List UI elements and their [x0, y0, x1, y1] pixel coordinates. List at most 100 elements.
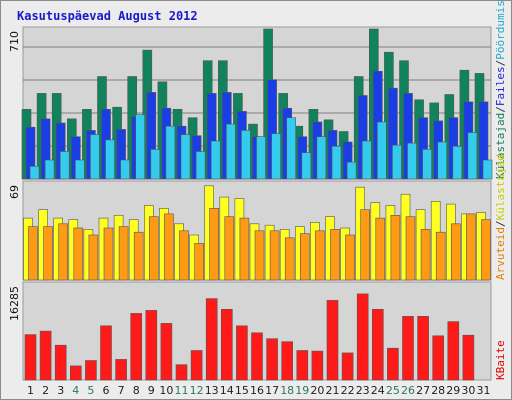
x-tick-label-28: 28	[431, 384, 445, 397]
bar-top-pöördumisi-day-21	[331, 146, 342, 180]
x-tick-label-13: 13	[205, 384, 219, 397]
bar-middle-arvuteid-day-2	[43, 226, 53, 281]
x-tick-label-24: 24	[371, 384, 385, 397]
x-tick-label-30: 30	[461, 384, 475, 397]
bar-top-pöördumisi-day-22	[346, 161, 357, 180]
bar-middle-arvuteid-day-16	[254, 230, 265, 281]
x-tick-label-20: 20	[310, 384, 324, 397]
bar-middle-arvuteid-day-11	[179, 230, 189, 281]
bar-top-pöördumisi-day-3	[59, 151, 70, 180]
bar-middle-arvuteid-day-15	[239, 217, 250, 281]
bar-bottom-kbaite-day-2	[39, 330, 52, 381]
bar-middle-arvuteid-day-27	[420, 229, 431, 281]
bar-bottom-kbaite-day-3	[54, 344, 67, 381]
bar-bottom-kbaite-day-9	[145, 310, 158, 381]
bar-top-pöördumisi-day-25	[392, 144, 402, 180]
panels: 710 Külastajad/Failes/Pöördumisi69Arvutei…	[8, 0, 507, 381]
bar-top-pöördumisi-day-8	[135, 114, 145, 180]
bar-bottom-kbaite-day-25	[387, 347, 399, 381]
bar-middle-arvuteid-day-28	[435, 231, 446, 281]
legend-labels-top: Külastajad/Failes/Pöördumisi	[494, 0, 507, 179]
bar-top-pöördumisi-day-13	[210, 140, 221, 180]
panel-middle: 69 Arvuteid/Külastajad	[8, 154, 507, 281]
bar-middle-arvuteid-day-9	[149, 216, 159, 281]
bar-bottom-kbaite-day-11	[175, 364, 188, 381]
bar-top-pöördumisi-day-6	[105, 139, 115, 180]
legend-label: Külastajad	[494, 154, 507, 220]
bar-middle-arvuteid-day-5	[88, 234, 99, 281]
legend-label: Külastajad	[494, 113, 507, 179]
bar-top-pöördumisi-day-7	[120, 159, 130, 180]
bar-middle-arvuteid-day-26	[405, 216, 416, 281]
bar-top-pöördumisi-day-10	[165, 125, 176, 180]
bar-top-pöördumisi-day-27	[422, 149, 432, 180]
x-tick-label-9: 9	[148, 384, 155, 397]
bar-bottom-kbaite-day-12	[190, 350, 203, 381]
bar-bottom-kbaite-day-17	[266, 338, 278, 381]
bar-middle-arvuteid-day-22	[345, 234, 355, 281]
bar-bottom-kbaite-day-19	[296, 350, 309, 381]
bar-top-pöördumisi-day-20	[316, 136, 327, 180]
bar-bottom-kbaite-day-10	[160, 323, 173, 381]
x-tick-label-4: 4	[72, 384, 79, 397]
x-tick-label-6: 6	[103, 384, 110, 397]
x-tick-label-12: 12	[190, 384, 204, 397]
y-tick-label-top: 710	[8, 31, 21, 52]
legend-separator: /	[494, 60, 507, 67]
bar-bottom-kbaite-day-8	[130, 313, 142, 381]
bar-middle-arvuteid-day-24	[375, 217, 386, 281]
bar-bottom-kbaite-day-27	[417, 315, 429, 381]
x-tick-label-16: 16	[250, 384, 264, 397]
bar-top-pöördumisi-day-11	[180, 134, 191, 180]
bar-middle-arvuteid-day-8	[133, 231, 144, 281]
bar-bottom-kbaite-day-14	[221, 308, 233, 381]
y-tick-label-bottom: 16285	[8, 286, 21, 321]
legend-separator: /	[494, 106, 507, 113]
x-tick-label-31: 31	[477, 384, 491, 397]
bar-middle-arvuteid-day-1	[28, 226, 38, 281]
x-tick-label-26: 26	[401, 384, 415, 397]
bar-bottom-kbaite-day-21	[326, 300, 339, 381]
bar-bottom-kbaite-day-24	[371, 308, 384, 381]
bar-top-pöördumisi-day-30	[467, 132, 478, 180]
bar-top-pöördumisi-day-1	[29, 166, 40, 180]
bar-bottom-kbaite-day-22	[341, 352, 354, 381]
x-tick-label-8: 8	[133, 384, 140, 397]
bar-bottom-kbaite-day-23	[356, 293, 369, 381]
x-tick-label-21: 21	[326, 384, 340, 397]
panel-top: 710 Külastajad/Failes/Pöördumisi	[8, 0, 507, 180]
bar-middle-arvuteid-day-18	[284, 237, 295, 281]
bar-middle-arvuteid-day-10	[164, 213, 174, 281]
bar-top-pöördumisi-day-18	[286, 117, 297, 180]
bar-middle-arvuteid-day-3	[58, 223, 69, 281]
bar-top-pöördumisi-day-12	[195, 151, 206, 180]
legend-labels-bottom: KBaite	[494, 340, 507, 380]
bar-middle-arvuteid-day-17	[269, 230, 280, 281]
bar-middle-arvuteid-day-14	[224, 216, 235, 281]
bar-middle-arvuteid-day-29	[450, 223, 461, 281]
x-tick-label-14: 14	[220, 384, 234, 397]
x-tick-label-3: 3	[57, 384, 64, 397]
x-tick-label-5: 5	[87, 384, 94, 397]
x-tick-label-29: 29	[446, 384, 460, 397]
bar-top-pöördumisi-day-17	[271, 133, 281, 180]
legend-labels-middle: Arvuteid/Külastajad	[494, 154, 507, 280]
bar-middle-arvuteid-day-13	[209, 208, 219, 281]
x-tick-label-10: 10	[159, 384, 173, 397]
legend-separator: /	[494, 220, 507, 227]
bar-bottom-kbaite-day-18	[281, 341, 294, 381]
bar-top-pöördumisi-day-28	[437, 141, 448, 180]
bar-bottom-kbaite-day-4	[70, 365, 82, 381]
bar-bottom-kbaite-day-7	[115, 359, 127, 381]
x-tick-label-25: 25	[386, 384, 400, 397]
bar-top-pöördumisi-day-2	[44, 159, 55, 180]
bar-bottom-kbaite-day-15	[236, 325, 248, 381]
bar-top-pöördumisi-day-15	[241, 130, 251, 180]
bar-top-pöördumisi-day-19	[301, 152, 312, 180]
x-tick-label-22: 22	[341, 384, 355, 397]
bar-bottom-kbaite-day-13	[205, 298, 218, 381]
bar-top-pöördumisi-day-23	[361, 140, 372, 180]
x-axis-labels: 1 2 3 4 5 6 7 8 9 10 11 12 13 14 15 16 17 18 19 20 21 22 23 24 2…	[27, 384, 491, 397]
